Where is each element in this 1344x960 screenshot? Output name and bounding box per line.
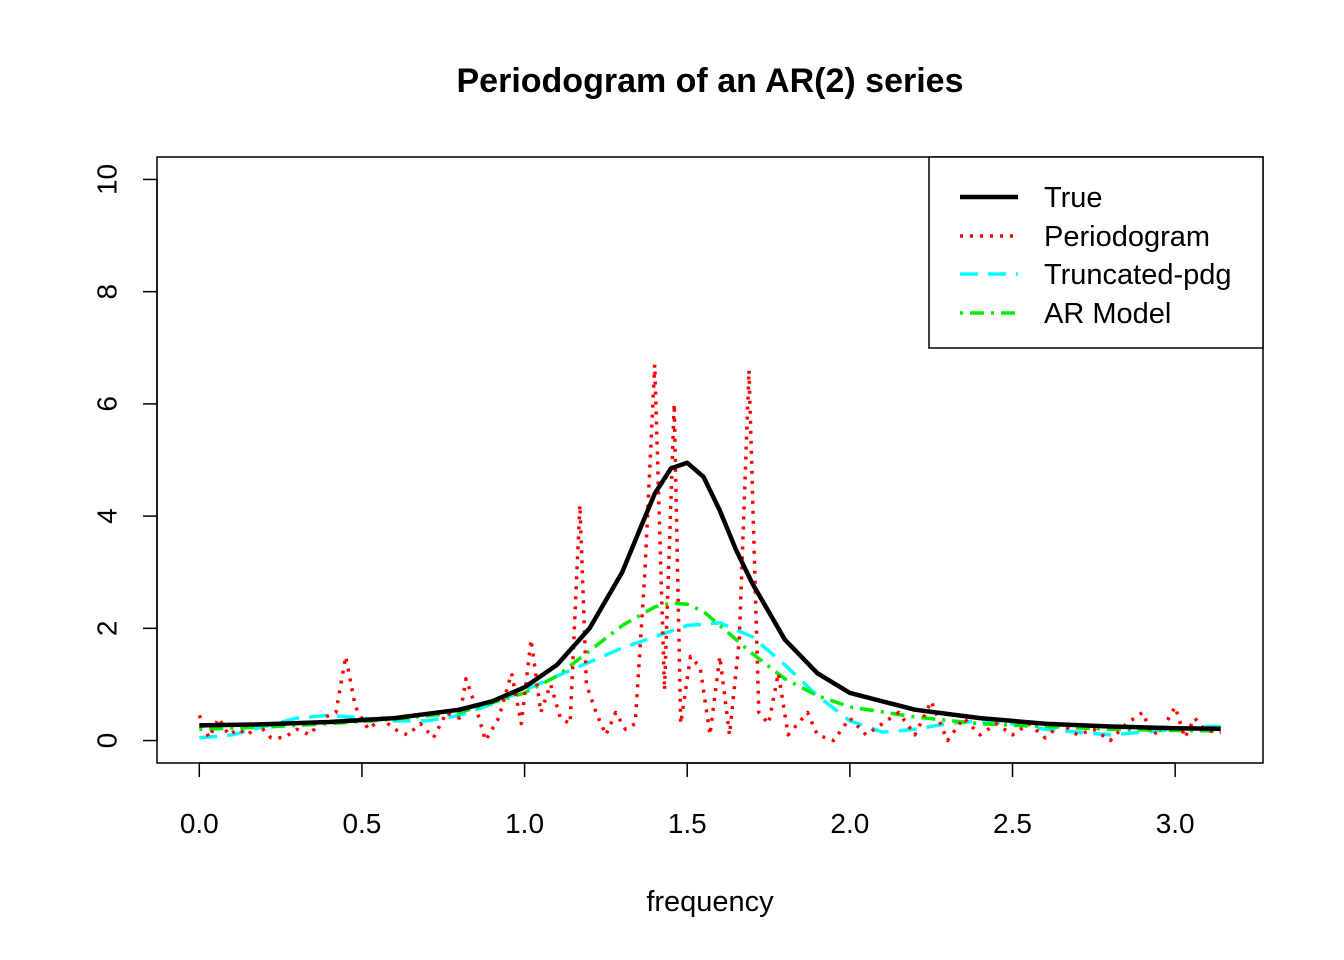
legend-label: Periodogram [1044, 221, 1210, 253]
x-axis: 0.0 0.5 1.0 1.5 2.0 2.5 3.0 [180, 762, 1195, 839]
x-tick-label: 1.0 [505, 808, 544, 839]
legend-label: AR Model [1044, 298, 1171, 330]
series-line-true [199, 460, 1221, 732]
y-tick-label: 6 [92, 396, 123, 412]
y-tick-label: 0 [92, 733, 123, 749]
legend-box [928, 156, 1264, 349]
x-tick-label: 2.0 [830, 808, 869, 839]
chart-title: Periodogram of an AR(2) series [457, 62, 964, 100]
series-layer [197, 362, 1221, 743]
y-tick-label: 8 [92, 284, 123, 300]
series-line-ar-model [199, 601, 1221, 733]
y-tick-label: 2 [92, 621, 123, 637]
x-axis-label: frequency [646, 886, 774, 918]
legend-label: Truncated-pdg [1044, 259, 1232, 291]
y-axis: 0 2 4 6 8 10 [92, 164, 158, 748]
y-tick-label: 4 [92, 508, 123, 524]
legend-label: True [1044, 182, 1103, 214]
legend: True Periodogram Truncated-pdg AR Model [928, 156, 1264, 349]
x-tick-label: 3.0 [1156, 808, 1195, 839]
y-tick-label: 10 [92, 164, 123, 195]
x-tick-label: 1.5 [668, 808, 707, 839]
x-tick-label: 0.5 [342, 808, 381, 839]
x-tick-label: 0.0 [180, 808, 219, 839]
series-line-periodogram [197, 362, 1221, 743]
x-tick-label: 2.5 [993, 808, 1032, 839]
